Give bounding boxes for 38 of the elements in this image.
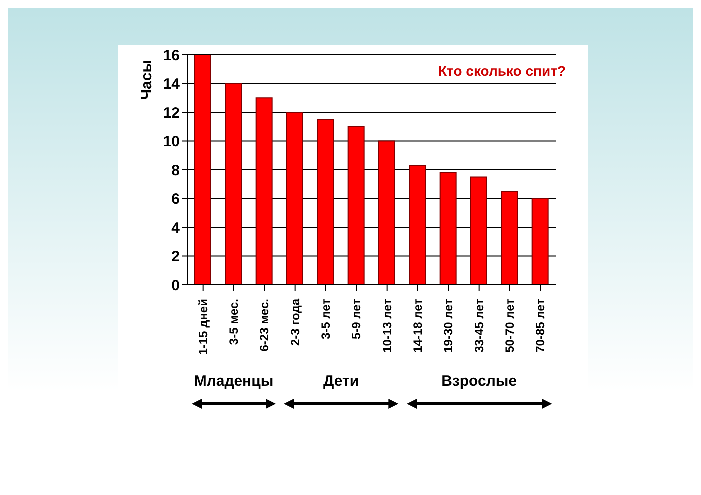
x-tick-label: 6-23 мес.	[258, 299, 272, 352]
x-tick-label: 3-5 мес.	[227, 299, 241, 346]
bar	[317, 119, 334, 285]
bar	[286, 112, 304, 285]
text: Кто сколько спит?	[438, 63, 566, 79]
x-tick-label: 14-18 лет	[411, 298, 425, 353]
bar	[348, 126, 365, 285]
bar	[501, 191, 518, 285]
x-tick-label: 50-70 лет	[503, 298, 517, 353]
x-tick-label: 19-30 лет	[442, 298, 456, 353]
y-tick-label: 10	[163, 134, 180, 151]
x-tick-label: 33-45 лет	[472, 298, 486, 353]
bar	[470, 176, 488, 285]
y-tick-label: 14	[163, 76, 181, 94]
bar	[256, 98, 273, 285]
x-tick-label: 2-3 года	[288, 298, 302, 346]
text: Дети	[322, 373, 360, 390]
text: Взрослые	[440, 373, 518, 390]
x-tick-label: 70-85 лет	[534, 298, 548, 353]
text: Младенцы	[193, 373, 275, 390]
y-tick-label: 6	[172, 191, 180, 208]
bar	[532, 198, 549, 285]
y-tick-label: 16	[163, 47, 180, 64]
bar	[225, 83, 242, 285]
x-tick-label: 3-5 лет	[319, 298, 333, 340]
x-tick-label: 10-13 лет	[380, 298, 394, 353]
bar	[194, 55, 212, 285]
x-tick-label: 5-9 лет	[350, 298, 364, 340]
bar	[440, 172, 457, 285]
y-tick-label: 8	[172, 162, 180, 180]
y-tick-label: 0	[172, 277, 180, 294]
y-tick-label: 4	[172, 220, 181, 237]
y-axis-title: Часы	[138, 60, 156, 100]
bar	[378, 140, 396, 285]
y-tick-label: 2	[172, 248, 180, 266]
y-tick-label: 12	[163, 104, 180, 122]
bar	[409, 165, 426, 285]
x-tick-label: 1-15 дней	[196, 299, 210, 356]
